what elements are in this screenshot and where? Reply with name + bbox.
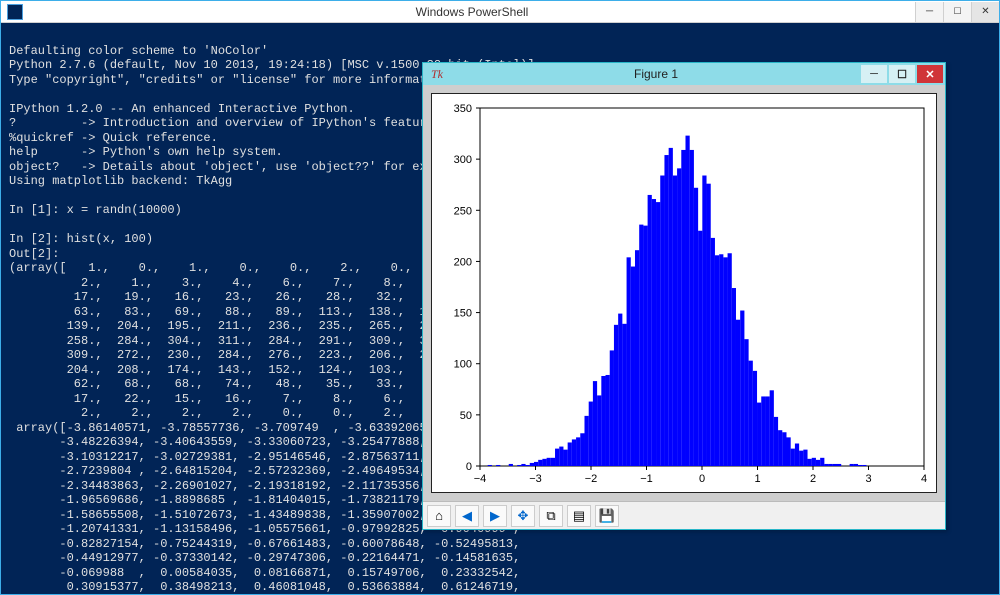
svg-text:0: 0 [699,473,705,485]
back-icon[interactable]: ◀ [455,505,479,527]
powershell-title: Windows PowerShell [29,5,915,19]
figure-toolbar: ⌂ ◀ ▶ ✥ ⧉ ▤ 💾 [423,501,945,529]
subplots-icon[interactable]: ▤ [567,505,591,527]
svg-text:−3: −3 [529,473,542,485]
svg-text:3: 3 [865,473,871,485]
svg-text:4: 4 [921,473,927,485]
home-icon[interactable]: ⌂ [427,505,451,527]
tk-icon: Tk [429,66,445,82]
pan-icon[interactable]: ✥ [511,505,535,527]
forward-icon[interactable]: ▶ [483,505,507,527]
figure-minimize-button[interactable]: ─ [861,65,887,83]
svg-text:50: 50 [460,410,472,422]
histogram-svg: 0 50 100 150 200 250 300 350 −4 −3 −2 −1 0 1 2 3 4 [432,94,938,494]
figure-close-button[interactable]: ✕ [917,65,943,83]
svg-text:−1: −1 [640,473,653,485]
svg-text:300: 300 [454,154,472,166]
figure-window: Tk Figure 1 ─ ☐ ✕ 0 50 100 150 200 250 300 350 −… [422,62,946,530]
powershell-titlebar[interactable]: Windows PowerShell ─ ☐ ✕ [1,1,999,23]
svg-text:1: 1 [754,473,760,485]
save-icon[interactable]: 💾 [595,505,619,527]
svg-text:−2: −2 [585,473,598,485]
plot-area[interactable]: 0 50 100 150 200 250 300 350 −4 −3 −2 −1 0 1 2 3 4 [431,93,937,493]
figure-canvas-wrap: 0 50 100 150 200 250 300 350 −4 −3 −2 −1 0 1 2 3 4 [423,85,945,501]
powershell-icon [7,4,23,20]
figure-title: Figure 1 [451,67,861,81]
figure-maximize-button[interactable]: ☐ [889,65,915,83]
svg-text:350: 350 [454,103,472,115]
close-button[interactable]: ✕ [971,2,999,22]
svg-text:200: 200 [454,256,472,268]
svg-text:250: 250 [454,205,472,217]
svg-text:150: 150 [454,308,472,320]
svg-text:−4: −4 [474,473,487,485]
svg-text:100: 100 [454,359,472,371]
figure-titlebar[interactable]: Tk Figure 1 ─ ☐ ✕ [423,63,945,85]
svg-text:0: 0 [466,461,472,473]
zoom-icon[interactable]: ⧉ [539,505,563,527]
svg-text:2: 2 [810,473,816,485]
maximize-button[interactable]: ☐ [943,2,971,22]
minimize-button[interactable]: ─ [915,2,943,22]
